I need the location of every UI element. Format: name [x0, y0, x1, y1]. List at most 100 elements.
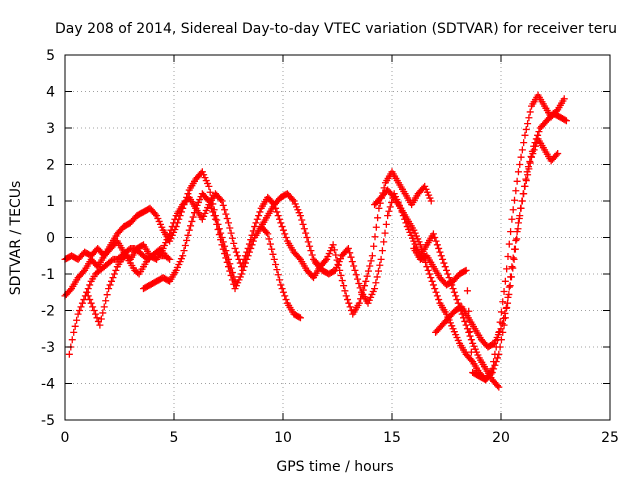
data-point — [347, 253, 355, 261]
data-point — [221, 206, 229, 214]
data-point — [340, 282, 348, 290]
data-point — [363, 272, 371, 280]
data-point — [435, 296, 443, 304]
data-point — [373, 273, 381, 281]
data-point — [268, 245, 276, 253]
data-point — [449, 285, 457, 293]
data-point — [215, 231, 223, 239]
series-sat-e — [139, 190, 304, 322]
data-point — [166, 230, 174, 238]
data-point — [78, 299, 86, 307]
data-point — [296, 212, 304, 220]
series-sat-h — [371, 91, 568, 384]
data-point — [167, 226, 175, 234]
data-point — [382, 220, 390, 228]
data-point — [454, 299, 462, 307]
data-point — [225, 263, 232, 271]
x-tick-label: 15 — [383, 430, 401, 446]
data-point — [92, 310, 100, 318]
data-point — [499, 298, 507, 306]
data-point — [501, 314, 509, 322]
data-point — [433, 292, 441, 300]
data-point — [467, 348, 475, 356]
y-tick-label: 5 — [46, 48, 55, 64]
data-point — [374, 214, 382, 222]
data-point — [501, 277, 509, 285]
data-point — [503, 265, 511, 273]
series-sat-d — [83, 244, 174, 329]
data-point — [361, 282, 369, 290]
data-point — [245, 248, 253, 256]
data-point — [109, 274, 117, 282]
data-point — [518, 146, 526, 154]
data-point — [99, 309, 107, 317]
data-point — [279, 226, 287, 234]
data-point — [227, 271, 235, 279]
data-point — [437, 252, 445, 260]
data-point — [445, 274, 453, 282]
data-point — [89, 303, 97, 311]
data-point — [97, 315, 105, 323]
data-point — [190, 209, 198, 217]
data-point — [552, 151, 560, 159]
data-point — [344, 296, 352, 304]
data-point — [219, 201, 227, 209]
data-point — [164, 254, 172, 262]
data-point — [452, 292, 460, 300]
data-point — [247, 244, 255, 252]
x-tick-label: 20 — [492, 430, 510, 446]
data-point — [222, 254, 230, 262]
data-point — [509, 206, 517, 214]
data-point — [273, 208, 281, 216]
data-point — [439, 255, 447, 263]
data-point — [227, 229, 235, 237]
data-point — [427, 197, 435, 205]
data-point — [96, 321, 104, 329]
data-point — [508, 215, 516, 223]
data-point — [277, 219, 285, 227]
data-point — [371, 285, 379, 293]
data-point — [429, 281, 437, 289]
data-point — [509, 254, 517, 262]
data-point — [562, 117, 570, 125]
data-point — [221, 250, 229, 258]
data-point — [205, 197, 213, 205]
data-point — [77, 303, 85, 311]
data-point — [466, 328, 474, 336]
data-point — [213, 220, 221, 228]
data-point — [514, 168, 522, 176]
data-point — [308, 251, 316, 259]
data-point — [344, 244, 352, 252]
data-point — [302, 229, 310, 237]
data-point — [425, 270, 433, 278]
data-point — [525, 165, 533, 173]
data-point — [79, 268, 87, 276]
data-point — [424, 266, 432, 274]
data-point — [522, 125, 530, 133]
data-point — [508, 263, 516, 271]
data-point — [496, 343, 504, 351]
series-sat-a — [61, 168, 239, 285]
data-point — [444, 270, 452, 278]
data-point — [529, 150, 537, 158]
data-point — [106, 281, 114, 289]
data-point — [521, 131, 529, 139]
data-point — [66, 286, 74, 294]
data-point — [491, 361, 499, 369]
data-point — [436, 248, 444, 256]
data-point — [239, 266, 247, 274]
data-point — [321, 257, 329, 265]
data-point — [356, 284, 364, 292]
data-point — [362, 277, 370, 285]
data-point — [348, 258, 356, 266]
data-point — [234, 252, 242, 260]
data-point — [384, 212, 392, 220]
data-point — [248, 241, 256, 249]
data-point — [506, 282, 514, 290]
data-point — [521, 182, 529, 190]
data-point — [441, 263, 449, 271]
y-tick-label: 4 — [46, 85, 55, 101]
data-point — [289, 196, 297, 204]
data-point — [429, 230, 437, 238]
data-point — [276, 215, 284, 223]
